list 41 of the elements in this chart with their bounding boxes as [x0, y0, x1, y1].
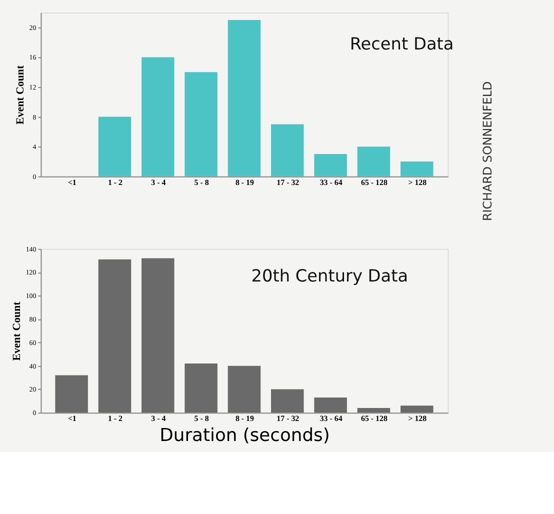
x-tick-label: 1 - 2 — [108, 178, 123, 187]
bar — [357, 408, 390, 413]
bar — [55, 375, 88, 413]
x-tick-label: 8 - 19 — [235, 178, 254, 187]
bar — [400, 161, 434, 176]
x-tick-label: <1 — [68, 414, 76, 424]
y-axis-title: Event Count — [14, 65, 26, 124]
text: RICHARD SONNENFELD — [480, 81, 494, 222]
text: 20th Century Data — [251, 266, 408, 286]
x-tick-label: 33 - 64 — [320, 178, 342, 187]
bar — [271, 389, 304, 413]
bar — [98, 116, 132, 176]
text: Recent Data — [350, 33, 454, 54]
bar — [314, 397, 347, 413]
x-tick-label: 3 - 4 — [151, 178, 166, 187]
x-axis-title: Duration (seconds) — [160, 424, 330, 446]
y-axis-title: Event Count — [10, 301, 23, 361]
x-tick-label: 33 - 64 — [320, 414, 342, 424]
bar — [184, 364, 218, 413]
x-tick-label: > 128 — [408, 414, 427, 424]
x-tick-label: 8 - 19 — [235, 414, 254, 424]
bar — [184, 72, 218, 176]
bar — [314, 154, 347, 176]
x-tick-label: 17 - 32 — [276, 178, 300, 187]
x-tick-label: 17 - 32 — [276, 414, 300, 424]
bar — [228, 366, 261, 413]
bar — [357, 146, 390, 176]
x-tick-label: 65 - 128 — [361, 178, 388, 187]
bar — [142, 258, 174, 413]
x-tick-label: 65 - 128 — [361, 414, 388, 424]
x-tick-label: 5 - 8 — [194, 178, 209, 187]
x-tick-label: > 128 — [408, 178, 427, 187]
bar — [228, 20, 261, 176]
bar — [98, 259, 132, 413]
x-tick-label: <1 — [68, 178, 76, 187]
x-tick-label: 3 - 4 — [151, 414, 166, 424]
x-tick-label: 1 - 2 — [108, 414, 123, 424]
x-tick-label: 5 - 8 — [194, 414, 209, 424]
bar — [400, 406, 434, 413]
bar — [142, 57, 174, 176]
bar — [271, 124, 304, 176]
